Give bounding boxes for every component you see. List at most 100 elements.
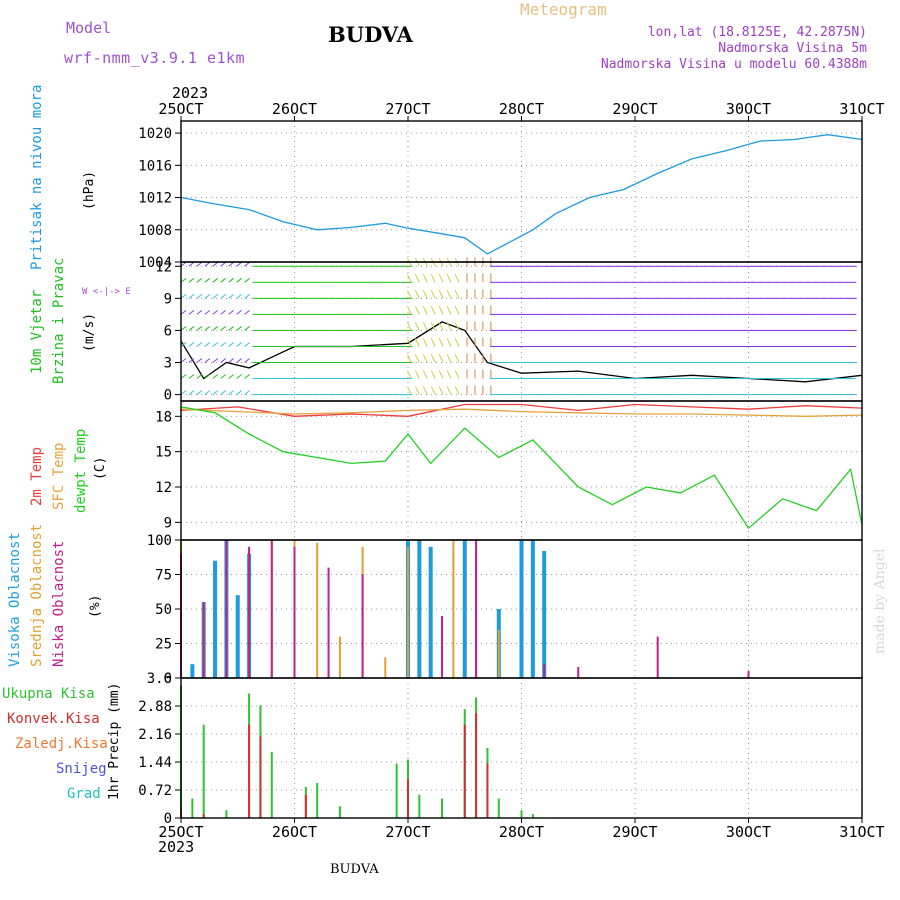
bar — [441, 798, 444, 818]
wind-arrow — [406, 370, 412, 379]
wind-arrow — [212, 342, 219, 347]
wind-arrow — [454, 274, 460, 283]
wind-arrow — [236, 310, 242, 315]
wind-arrow — [244, 310, 250, 315]
y-tick-label: 1008 — [138, 223, 172, 239]
bar — [327, 567, 330, 678]
series-line — [180, 403, 863, 417]
y-tick-label: 0 — [164, 811, 172, 827]
wind-arrow — [422, 354, 428, 363]
wind-arrow — [236, 277, 242, 283]
wind-arrow — [196, 277, 203, 283]
y-tick-label: 3 — [164, 356, 172, 372]
bar — [475, 713, 478, 818]
bar — [270, 540, 273, 678]
bar — [530, 540, 535, 678]
wind-arrow — [236, 390, 242, 395]
x-tick-label-bottom: 29OCT — [612, 823, 657, 841]
y-tick-label: 1016 — [138, 158, 172, 174]
wind-arrow — [180, 277, 187, 283]
wind-arrow — [220, 358, 227, 363]
y-tick-label: 1004 — [138, 255, 172, 271]
wind-arrow — [244, 277, 250, 283]
bar — [519, 540, 524, 678]
x-tick-label-bottom: 31OCT — [839, 823, 884, 841]
wind-arrow — [188, 261, 195, 267]
bar — [747, 671, 750, 678]
wind-arrow — [236, 293, 242, 299]
wind-arrow — [438, 274, 444, 283]
x-tick-label-top: 29OCT — [612, 100, 657, 118]
wind-arrow — [196, 261, 203, 267]
bar — [316, 783, 319, 818]
precip-legend-conv: Konvek.Kisa — [7, 711, 100, 727]
x-tick-label-bottom: 25OCT — [158, 823, 203, 841]
bar — [248, 546, 251, 678]
wind-arrow — [438, 370, 444, 379]
wind-arrow — [220, 374, 227, 379]
wind-arrow — [196, 342, 203, 347]
wind-arrow — [204, 326, 211, 331]
wind-arrow — [438, 338, 444, 347]
x-tick-label-bottom: 28OCT — [499, 823, 544, 841]
wind-arrow — [228, 326, 234, 331]
wind-arrow — [188, 326, 195, 331]
wind-arrow — [236, 326, 242, 331]
wind-arrow — [438, 306, 444, 315]
y-tick-label: 12 — [155, 480, 172, 496]
wind-arrow — [188, 293, 195, 299]
wind-arrow — [188, 310, 195, 315]
wind-arrow — [188, 358, 195, 363]
precip-legend-total: Ukupna Kisa — [2, 686, 95, 702]
wind-arrow — [180, 358, 187, 363]
y-tick-label: 25 — [155, 637, 172, 653]
bar — [486, 763, 489, 818]
bar — [462, 540, 467, 678]
meteogram-label: Meteogram — [520, 0, 607, 19]
wind-arrow — [228, 277, 234, 283]
x-tick-label-bottom: 26OCT — [272, 823, 317, 841]
y-tick-label: 9 — [164, 291, 172, 307]
y-tick-label: 0 — [164, 388, 172, 404]
wind-arrow — [228, 374, 234, 379]
model-value: wrf-nmm_v3.9.1 e1km — [64, 49, 246, 67]
wind-arrow — [244, 390, 250, 395]
bar — [384, 657, 387, 678]
wind-arrow — [430, 338, 436, 347]
wind-arrow — [180, 293, 187, 299]
wind-arrow — [220, 261, 227, 267]
wind-arrow — [204, 293, 211, 299]
wind-arrow — [180, 326, 187, 331]
wind-arrow — [454, 354, 460, 363]
coordinates: lon,lat (18.8125E, 42.2875N) — [647, 25, 867, 40]
bar — [418, 794, 421, 818]
bar — [259, 736, 262, 818]
x-tick-label-top: 26OCT — [272, 100, 317, 118]
wind-arrow — [228, 310, 234, 315]
y-tick-label: 1012 — [138, 191, 172, 207]
bar — [407, 779, 409, 818]
wind-arrow — [422, 370, 428, 379]
wind-arrow — [188, 277, 195, 283]
wind-arrow — [446, 386, 452, 395]
y-tick-label: 3.6 — [147, 671, 172, 687]
wind-arrow — [228, 390, 234, 395]
bar — [191, 798, 194, 818]
bar — [270, 751, 273, 818]
wind-arrow — [196, 374, 203, 379]
wind-arrow — [212, 326, 219, 331]
wind-arrow — [220, 277, 227, 283]
wind-arrow — [204, 261, 211, 267]
wind-arrow — [414, 322, 420, 331]
wind-arrow — [204, 310, 211, 315]
wind-arrow — [196, 326, 203, 331]
y-tick-label: 100 — [147, 533, 172, 549]
wind-arrow — [438, 322, 444, 331]
wind-arrow — [422, 290, 428, 299]
wind-arrow — [236, 374, 242, 379]
bar — [395, 763, 398, 818]
bar — [475, 540, 478, 678]
wind-arrow — [204, 390, 211, 395]
bar — [452, 540, 455, 678]
x-tick-label-top: 31OCT — [839, 100, 884, 118]
